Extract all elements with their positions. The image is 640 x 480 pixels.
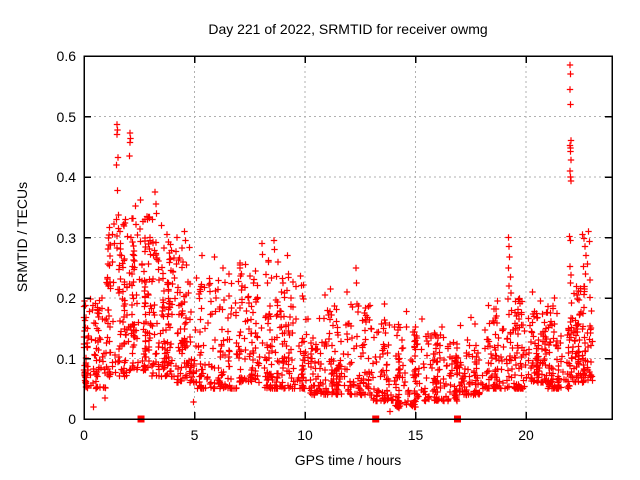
y-tick-label: 0.2 (56, 290, 76, 306)
y-tick-label: 0.3 (56, 229, 76, 246)
x-tick-label: 10 (297, 427, 313, 443)
x-tick-label: 15 (407, 427, 424, 443)
chart-title: Day 221 of 2022, SRMTID for receiver owm… (208, 21, 488, 37)
x-tick-label: 5 (190, 427, 199, 443)
axis-ticks (83, 55, 612, 420)
x-tick-label: 0 (80, 427, 88, 443)
y-tick-label: 0.5 (56, 108, 76, 125)
grid-lines (84, 56, 612, 419)
x-axis-label: GPS time / hours (294, 452, 402, 468)
y-tick-label: 0 (68, 411, 76, 427)
y-tick-label: 0.1 (56, 350, 76, 367)
scatter-points (80, 61, 596, 415)
y-tick-label: 0.6 (56, 48, 76, 64)
x-tick-label: 20 (518, 427, 534, 443)
y-tick-label: 0.4 (56, 169, 76, 185)
